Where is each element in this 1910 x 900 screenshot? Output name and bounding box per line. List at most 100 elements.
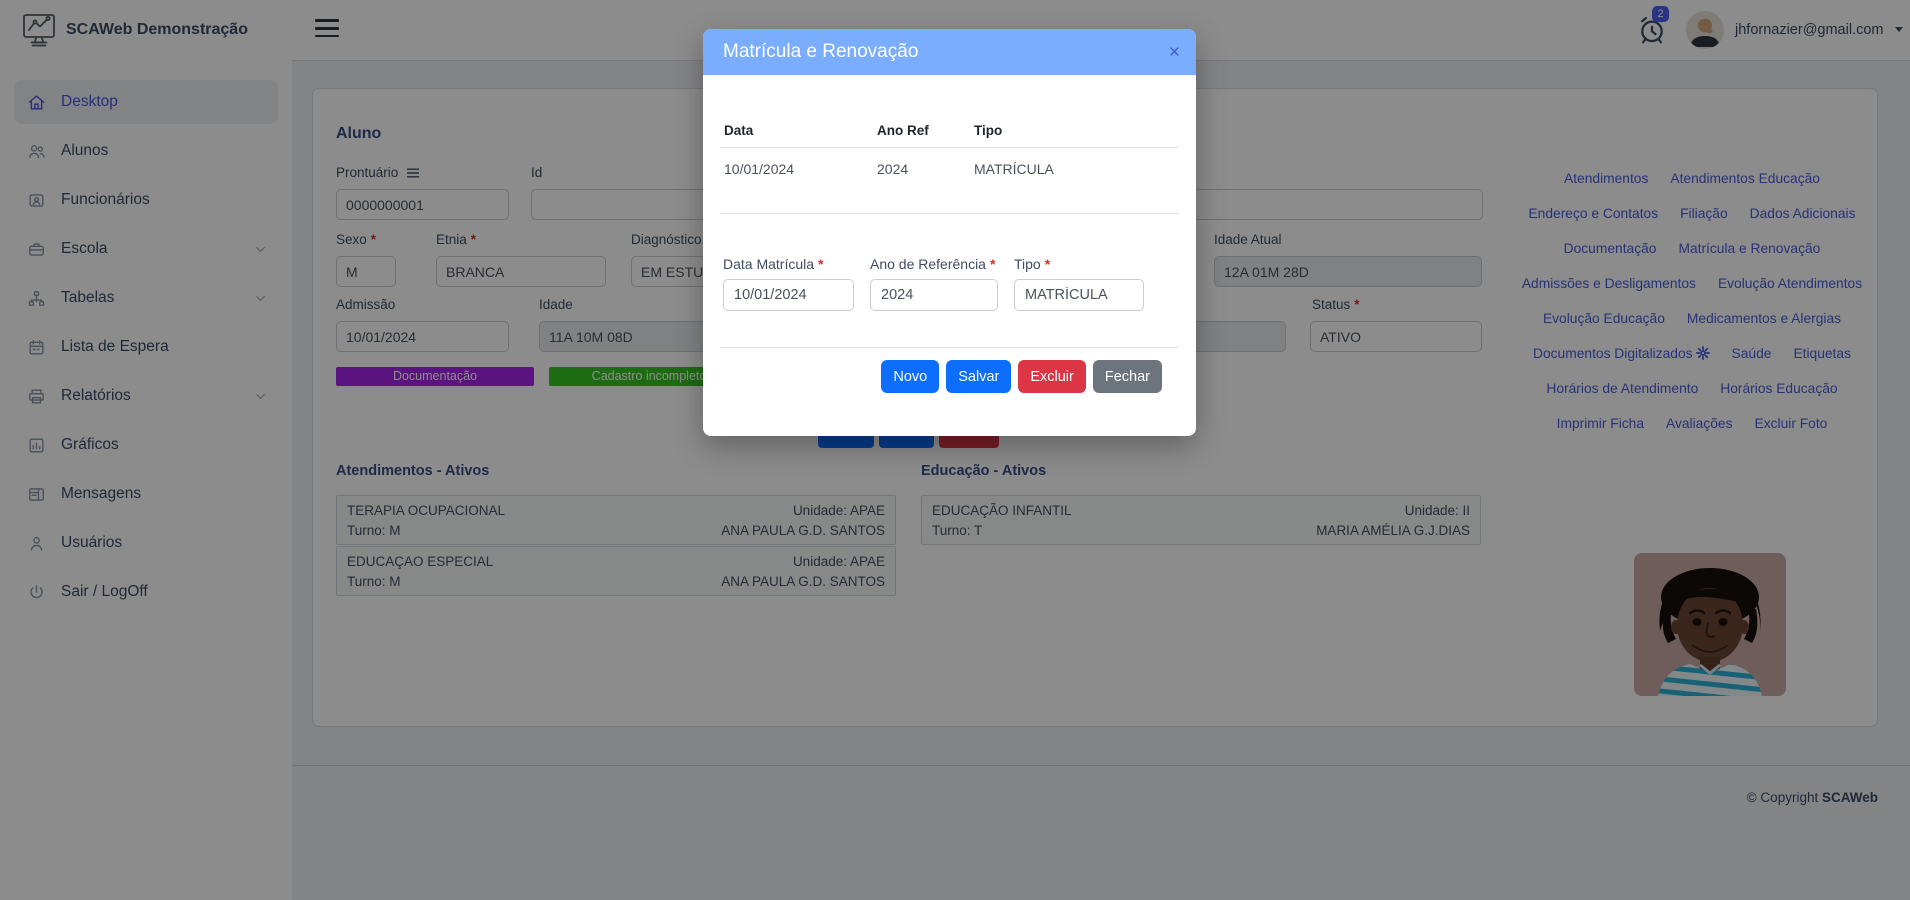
- chevron-down-icon: [1894, 27, 1903, 32]
- atendimento-nome: EDUCAÇAO ESPECIAL: [347, 554, 494, 569]
- field-data-matricula: Data Matrícula *: [723, 256, 854, 311]
- atendimento-turno: Turno: M: [347, 523, 401, 538]
- close-icon[interactable]: ×: [1168, 41, 1180, 63]
- quick-links: Atendimentos Atendimentos Educação Ender…: [1516, 169, 1868, 433]
- educacao-list-item[interactable]: EDUCAÇÃO INFANTIL Turno: T Unidade: II M…: [921, 495, 1481, 545]
- sidebar-item-relatorios[interactable]: Relatórios: [14, 374, 278, 418]
- salvar-button[interactable]: Salvar: [946, 360, 1012, 393]
- hamburger-menu-icon[interactable]: [315, 19, 341, 41]
- sidebar-item-usuarios[interactable]: Usuários: [14, 521, 278, 565]
- app-title: SCAWeb Demonstração: [66, 21, 248, 38]
- user-email-menu[interactable]: jhfornazier@gmail.com: [1735, 0, 1903, 60]
- sidebar-item-lista-de-espera[interactable]: Lista de Espera: [14, 325, 278, 369]
- student-photo: [1634, 553, 1786, 696]
- sexo-label: Sexo *: [336, 232, 377, 247]
- sidebar-item-tabelas[interactable]: Tabelas: [14, 276, 278, 320]
- atendimento-unidade: Unidade: APAE: [792, 503, 885, 518]
- cell-data: 10/01/2024: [720, 147, 873, 214]
- atendimentos-ativos-title: Atendimentos - Ativos: [336, 463, 490, 479]
- sidebar-item-funcionarios[interactable]: Funcionários: [14, 178, 278, 222]
- link-endereco-e-contatos[interactable]: Endereço e Contatos: [1528, 206, 1659, 221]
- col-header-tipo: Tipo: [970, 123, 1179, 148]
- atendimento-list-item[interactable]: TERAPIA OCUPACIONAL Turno: M Unidade: AP…: [336, 495, 896, 545]
- idade-label: Idade: [539, 297, 573, 312]
- link-atendimentos-educacao[interactable]: Atendimentos Educação: [1670, 171, 1820, 186]
- link-evolucao-atendimentos[interactable]: Evolução Atendimentos: [1717, 276, 1863, 291]
- link-horarios-de-atendimento[interactable]: Horários de Atendimento: [1546, 381, 1699, 396]
- sidebar-item-label: Escola: [61, 240, 108, 257]
- matricula-table-row[interactable]: 10/01/2024 2024 MATRÍCULA: [720, 147, 1179, 214]
- sidebar-item-label: Mensagens: [61, 485, 142, 502]
- matricula-renovacao-modal: Matrícula e Renovação × Data Ano Ref Tip…: [703, 29, 1196, 436]
- link-evolucao-educacao[interactable]: Evolução Educação: [1542, 311, 1665, 326]
- diagnostico-label: Diagnóstico: [631, 232, 702, 247]
- ano-referencia-input[interactable]: [870, 279, 998, 311]
- sidebar-item-label: Funcionários: [61, 191, 150, 208]
- status-label: Status *: [1312, 297, 1360, 312]
- status-badge-documentacao: Documentação: [336, 367, 534, 386]
- atendimento-list-item[interactable]: EDUCAÇAO ESPECIAL Turno: M Unidade: APAE…: [336, 546, 896, 596]
- sidebar-item-sair-logoff[interactable]: Sair / LogOff: [14, 570, 278, 614]
- link-excluir-foto[interactable]: Excluir Foto: [1754, 416, 1828, 431]
- modal-divider: [720, 347, 1179, 348]
- link-matricula-e-renovacao[interactable]: Matrícula e Renovação: [1678, 241, 1821, 256]
- sidebar-item-label: Lista de Espera: [61, 338, 169, 355]
- link-horarios-educacao[interactable]: Horários Educação: [1720, 381, 1838, 396]
- id-badge-icon: [29, 193, 44, 207]
- sidebar-item-escola[interactable]: Escola: [14, 227, 278, 271]
- notifications-count-badge: 2: [1652, 6, 1669, 22]
- sidebar-item-desktop[interactable]: Desktop: [14, 80, 278, 124]
- educacao-nome: EDUCAÇÃO INFANTIL: [932, 503, 1072, 518]
- tipo-input[interactable]: [1014, 279, 1144, 311]
- link-filiacao[interactable]: Filiação: [1680, 206, 1728, 221]
- sexo-input[interactable]: [336, 256, 396, 287]
- etnia-input[interactable]: [436, 256, 606, 287]
- link-atendimentos[interactable]: Atendimentos: [1564, 171, 1649, 186]
- sidebar-item-alunos[interactable]: Alunos: [14, 129, 278, 173]
- users-icon: [29, 144, 45, 158]
- prontuario-menu-icon[interactable]: [407, 168, 420, 178]
- ano-referencia-label: Ano de Referência *: [870, 256, 996, 272]
- col-header-ano-ref: Ano Ref: [873, 123, 970, 148]
- user-avatar[interactable]: [1686, 11, 1724, 49]
- user-email-label: jhfornazier@gmail.com: [1735, 22, 1884, 38]
- modal-title: Matrícula e Renovação: [723, 41, 919, 62]
- data-matricula-label: Data Matrícula *: [723, 256, 824, 272]
- admissao-input[interactable]: [336, 321, 509, 352]
- novo-button[interactable]: Novo: [881, 360, 940, 393]
- link-etiquetas[interactable]: Etiquetas: [1793, 346, 1851, 361]
- link-medicamentos-e-alergias[interactable]: Medicamentos e Alergias: [1686, 311, 1842, 326]
- link-documentos-digitalizados[interactable]: Documentos Digitalizados: [1533, 344, 1710, 363]
- link-documentacao[interactable]: Documentação: [1563, 241, 1657, 256]
- fechar-button[interactable]: Fechar: [1092, 360, 1162, 393]
- prontuario-input[interactable]: [336, 189, 509, 220]
- excluir-button[interactable]: Excluir: [1018, 360, 1086, 393]
- link-admissoes-e-desligamentos[interactable]: Admissões e Desligamentos: [1521, 276, 1696, 291]
- atendimento-nome: TERAPIA OCUPACIONAL: [347, 503, 506, 518]
- link-imprimir-ficha[interactable]: Imprimir Ficha: [1556, 416, 1645, 431]
- tipo-label: Tipo *: [1014, 256, 1051, 272]
- aluno-section-title: Aluno: [336, 125, 382, 142]
- sidebar-item-label: Sair / LogOff: [61, 583, 148, 600]
- atendimento-profissional: ANA PAULA G.D. SANTOS: [721, 574, 885, 589]
- power-icon: [30, 584, 43, 598]
- sidebar-item-label: Desktop: [61, 93, 118, 110]
- educacao-ativos-title: Educação - Ativos: [921, 463, 1047, 479]
- sidebar-item-mensagens[interactable]: Mensagens: [14, 472, 278, 516]
- link-dados-adicionais[interactable]: Dados Adicionais: [1749, 206, 1856, 221]
- status-input[interactable]: [1310, 321, 1482, 352]
- data-matricula-input[interactable]: [723, 279, 854, 311]
- idade-atual-input: [1214, 256, 1482, 287]
- link-avaliacoes[interactable]: Avaliações: [1666, 416, 1733, 431]
- etnia-label: Etnia *: [436, 232, 477, 247]
- newspaper-icon: [29, 487, 44, 501]
- sidebar-item-graficos[interactable]: Gráficos: [14, 423, 278, 467]
- matricula-form: Data Matrícula* Ano de Referência* Tipo*: [720, 256, 1179, 311]
- link-saude[interactable]: Saúde: [1731, 346, 1772, 361]
- person-icon: [30, 536, 43, 551]
- atendimento-profissional: ANA PAULA G.D. SANTOS: [721, 523, 885, 538]
- sidebar-item-label: Usuários: [61, 534, 123, 551]
- educacao-turno: Turno: T: [932, 523, 983, 538]
- cell-ano-ref: 2024: [873, 147, 970, 214]
